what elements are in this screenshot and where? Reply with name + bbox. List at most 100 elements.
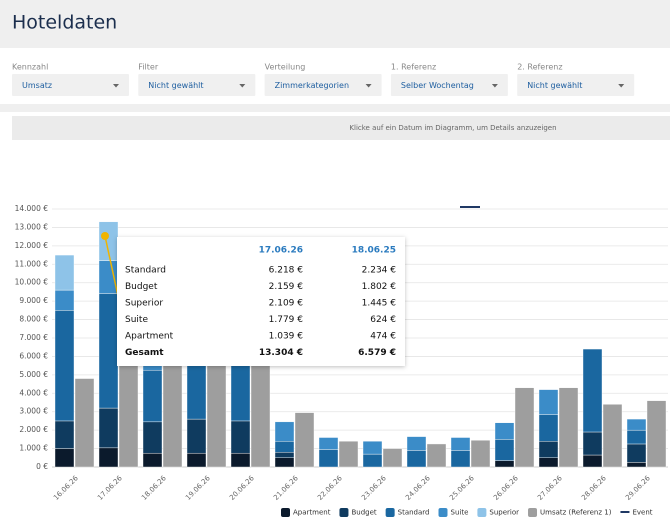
tooltip-row-label: Superior [125, 299, 163, 309]
bar-segment[interactable] [55, 421, 74, 449]
bar-segment[interactable] [143, 422, 162, 453]
bar-segment[interactable] [275, 441, 294, 452]
tooltip: 17.06.2618.06.25Standard6.218 €2.234 €Bu… [101, 232, 405, 366]
reference-bar[interactable] [427, 444, 446, 467]
y-tick-label: 12.000 € [15, 241, 49, 250]
legend-item[interactable]: Superior [477, 508, 519, 517]
bar-segment[interactable] [495, 461, 514, 467]
bar-segment[interactable] [451, 438, 470, 451]
bar-segment[interactable] [627, 419, 646, 430]
filter-label: 1. Referenz [391, 63, 436, 72]
bar-segment[interactable] [275, 458, 294, 467]
bar-segment[interactable] [275, 452, 294, 458]
reference-bar[interactable] [603, 404, 622, 467]
reference-bar[interactable] [75, 379, 94, 467]
bar-segment[interactable] [407, 437, 426, 451]
bar-segment[interactable] [231, 421, 250, 453]
legend-swatch [281, 508, 290, 517]
reference-bar[interactable] [207, 364, 226, 467]
tooltip-row-label: Suite [125, 315, 148, 325]
bar-segment[interactable] [583, 455, 602, 467]
filter-dropdown[interactable]: Nicht gewählt [517, 74, 634, 96]
x-tick-label: 17.06.26 [96, 474, 124, 502]
reference-bar[interactable] [383, 449, 402, 467]
x-tick-label: 20.06.26 [228, 474, 256, 502]
y-tick-label: 2.000 € [19, 425, 48, 434]
bar-segment[interactable] [363, 441, 382, 454]
bar-segment[interactable] [495, 439, 514, 460]
y-tick-label: 3.000 € [19, 407, 48, 416]
reference-bar[interactable] [471, 440, 490, 467]
legend-label: Umsatz (Referenz 1) [540, 509, 612, 517]
bar-segment[interactable] [451, 450, 470, 467]
bar-segment[interactable] [583, 432, 602, 455]
filter-label: Filter [138, 63, 159, 72]
legend-label: Suite [451, 509, 469, 517]
bar-segment[interactable] [231, 453, 250, 467]
bar-segment[interactable] [539, 390, 558, 415]
bar-segment[interactable] [55, 449, 74, 467]
bar-segment[interactable] [627, 444, 646, 462]
bar-segment[interactable] [539, 414, 558, 441]
bar-segment[interactable] [55, 310, 74, 421]
tooltip-column: 18.06.25 [352, 246, 396, 256]
reference-bar[interactable] [515, 388, 534, 467]
hint-bar [12, 116, 670, 140]
bar-segment[interactable] [539, 458, 558, 467]
bar-segment[interactable] [407, 450, 426, 467]
filter-dropdown[interactable]: Selber Wochentag [391, 74, 508, 96]
bar-segment[interactable] [99, 293, 118, 408]
bar-segment[interactable] [583, 349, 602, 432]
reference-bar[interactable] [251, 362, 270, 467]
bar-segment[interactable] [187, 362, 206, 419]
filter-dropdown[interactable]: Umsatz [12, 74, 129, 96]
bar-segment[interactable] [319, 438, 338, 450]
x-tick-label: 27.06.26 [536, 474, 564, 502]
bar-segment[interactable] [275, 422, 294, 441]
tooltip-row-value: 2.159 € [269, 282, 304, 292]
bar-segment[interactable] [99, 448, 118, 467]
tooltip-row-value: 6.218 € [269, 266, 304, 276]
bar-segment[interactable] [99, 261, 118, 294]
x-tick-label: 22.06.26 [316, 474, 344, 502]
reference-bar[interactable] [295, 413, 314, 467]
bar-segment[interactable] [627, 462, 646, 467]
reference-bar[interactable] [647, 401, 666, 467]
reference-bar[interactable] [163, 362, 182, 467]
legend-item[interactable]: Suite [439, 508, 469, 517]
tooltip-row-label: Apartment [125, 332, 174, 342]
y-tick-label: 5.000 € [19, 370, 48, 379]
x-tick-label: 23.06.26 [360, 474, 388, 502]
y-tick-label: 4.000 € [19, 388, 48, 397]
legend-item[interactable]: Apartment [281, 508, 331, 517]
legend-item[interactable]: Event [620, 509, 652, 517]
legend-item[interactable]: Standard [386, 508, 430, 517]
bar-segment[interactable] [539, 441, 558, 458]
bar-segment[interactable] [143, 453, 162, 467]
bar-segment[interactable] [231, 364, 250, 421]
tooltip-row-value: 474 € [370, 332, 396, 342]
dropdown-value: Umsatz [22, 81, 52, 90]
legend-item[interactable]: Budget [339, 508, 376, 517]
x-tick-label: 26.06.26 [492, 474, 520, 502]
bar-segment[interactable] [495, 423, 514, 440]
legend-item[interactable]: Umsatz (Referenz 1) [528, 508, 612, 517]
bar-segment[interactable] [143, 370, 162, 422]
bar-segment[interactable] [99, 408, 118, 448]
bar-segment[interactable] [55, 255, 74, 290]
reference-bar[interactable] [339, 441, 358, 467]
bar-segment[interactable] [187, 419, 206, 453]
legend-swatch [477, 508, 486, 517]
bar-segment[interactable] [55, 290, 74, 310]
hint-text: Klicke auf ein Datum im Diagramm, um Det… [349, 124, 556, 132]
filter-dropdown[interactable]: Zimmerkategorien [265, 74, 382, 96]
bar-segment[interactable] [627, 430, 646, 444]
bar-segment[interactable] [319, 449, 338, 467]
x-tick-label: 24.06.26 [404, 474, 432, 502]
bar-segment[interactable] [363, 454, 382, 467]
tooltip-row-value: 1.779 € [269, 315, 304, 325]
x-tick-label: 21.06.26 [272, 474, 300, 502]
bar-segment[interactable] [187, 453, 206, 467]
filter-dropdown[interactable]: Nicht gewählt [138, 74, 255, 96]
reference-bar[interactable] [559, 388, 578, 467]
